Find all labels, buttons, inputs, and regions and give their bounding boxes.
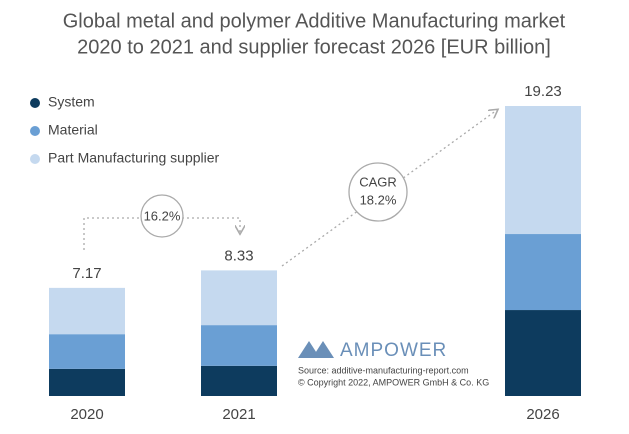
bar-segment	[505, 234, 581, 311]
bar-segment	[49, 368, 125, 396]
bar-segment	[49, 287, 125, 335]
growth-circle	[140, 194, 184, 238]
total-label: 19.23	[524, 83, 562, 100]
growth-label: 16.2%	[144, 208, 181, 223]
x-tick-label: 2020	[70, 406, 103, 423]
cagr-label: CAGR	[359, 174, 397, 189]
total-label: 7.17	[72, 265, 101, 282]
source: © Copyright 2022, AMPOWER GmbH & Co. KG	[298, 377, 489, 387]
chart-title: Global metal and polymer Additive Manufa…	[63, 10, 566, 32]
cagr-circle	[348, 162, 408, 222]
legend-label: Part Manufacturing supplier	[48, 150, 220, 166]
x-tick-label: 2026	[526, 406, 559, 423]
legend-dot	[30, 126, 40, 136]
legend-dot	[30, 98, 40, 108]
source: Source: additive-manufacturing-report.co…	[298, 365, 469, 375]
legend-label: System	[48, 94, 95, 110]
legend-dot	[30, 154, 40, 164]
legend-label: Material	[48, 122, 98, 138]
bar-segment	[49, 334, 125, 369]
logo-text: AMPOWER	[340, 340, 447, 361]
cagr-arrow	[281, 110, 497, 267]
bar-segment	[201, 365, 277, 396]
bar-segment	[201, 325, 277, 366]
bar-segment	[505, 106, 581, 235]
cagr-value: 18.2%	[360, 192, 397, 207]
bar-segment	[201, 270, 277, 326]
bar-segment	[505, 310, 581, 396]
x-tick-label: 2021	[222, 406, 255, 423]
total-label: 8.33	[224, 247, 253, 264]
logo-icon	[298, 341, 334, 358]
chart-title: 2020 to 2021 and supplier forecast 2026 …	[77, 36, 551, 58]
